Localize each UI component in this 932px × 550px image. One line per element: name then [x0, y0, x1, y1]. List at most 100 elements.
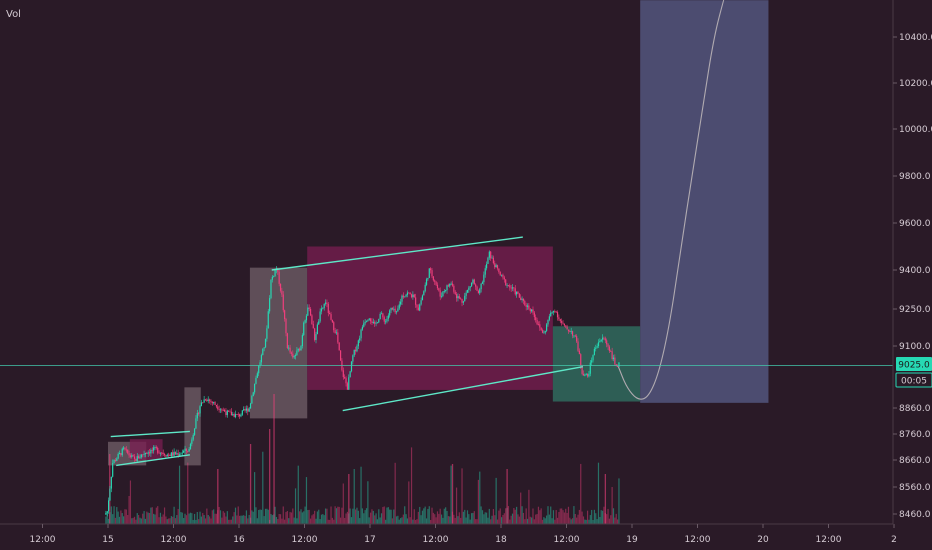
candle-body [260, 355, 263, 363]
volume-bar [430, 519, 432, 524]
volume-bar [210, 518, 212, 524]
volume-bar [513, 508, 515, 524]
volume-bar [222, 511, 224, 524]
volume-bar [544, 518, 546, 524]
candle-body [443, 290, 445, 292]
candle-body [528, 305, 530, 309]
candle-body [450, 283, 452, 285]
price-axis[interactable]: 8460.0 8560.0 8660.0 8760.0 8860.0 9100.0 9250… [893, 33, 932, 520]
candle-body [258, 365, 260, 374]
volume-bar [468, 514, 470, 524]
candle-body [391, 307, 394, 310]
volume-bar [240, 515, 242, 524]
volume-bar [427, 508, 429, 524]
candle-body [281, 290, 283, 295]
volume-bar [490, 519, 492, 524]
volume-bar [503, 513, 505, 524]
volume-bar [233, 512, 235, 524]
candle-body [364, 321, 366, 324]
candle-body [372, 322, 374, 323]
candle-body [382, 313, 384, 318]
candle-body [494, 263, 496, 268]
candle-body [570, 331, 572, 332]
candle-body [116, 458, 118, 461]
volume-bar [187, 462, 189, 524]
volume-bar [322, 514, 324, 524]
volume-bar [421, 510, 424, 524]
volume-bar [113, 506, 115, 524]
time-axis-label: 12:00 [423, 535, 449, 545]
volume-bar [458, 512, 460, 524]
candle-body [506, 285, 508, 286]
volume-bar [148, 513, 151, 524]
volume-bar [106, 511, 108, 524]
candle-body [529, 308, 531, 312]
volume-bar [531, 517, 533, 524]
candle-body [359, 338, 361, 341]
volume-bar [558, 512, 560, 524]
time-axis[interactable]: 12:00 15 12:00 16 12:00 17 12:00 18 12:00 19 12:00… [30, 524, 897, 545]
candle-body [162, 452, 164, 454]
volume-bar [539, 510, 541, 524]
time-axis-label: 12:00 [30, 535, 56, 545]
time-axis-label: 17 [364, 535, 375, 545]
volume-bar [379, 517, 381, 524]
volume-bar [303, 511, 305, 524]
volume-bar [438, 513, 440, 524]
volume-bar [432, 512, 434, 524]
volume-bars [105, 394, 620, 524]
candle-body [501, 274, 503, 276]
volume-bar [378, 509, 380, 524]
volume-bar [505, 508, 507, 524]
candle-body [531, 309, 533, 312]
candle-body [279, 283, 282, 291]
candle-body [305, 315, 308, 321]
candle-body [383, 317, 385, 322]
volume-bar [389, 509, 391, 524]
candle-body [259, 362, 261, 366]
candle-body [208, 399, 211, 401]
candle-body [243, 409, 245, 411]
volume-bar [305, 477, 308, 524]
candle-body [440, 295, 443, 297]
candle-body [237, 414, 239, 416]
volume-bar [460, 517, 462, 524]
volume-bar [198, 519, 200, 524]
volume-bar [599, 516, 601, 524]
time-axis-label: 20 [757, 535, 769, 545]
candle-body [232, 414, 234, 416]
volume-bar [307, 510, 309, 524]
volume-bar [577, 514, 579, 524]
volume-bar [226, 511, 228, 524]
candle-body [204, 399, 207, 401]
candle-body [485, 263, 488, 269]
volume-bar [402, 514, 404, 524]
volume-bar [133, 516, 136, 524]
volume-bar [218, 506, 220, 524]
candle-body [435, 281, 437, 285]
candle-body [124, 447, 126, 450]
price-axis-label: 10000.0 [899, 125, 932, 135]
volume-bar [251, 510, 253, 524]
candle-body [554, 311, 556, 312]
volume-bar [199, 511, 201, 524]
candle-body [333, 322, 335, 331]
volume-bar [498, 510, 500, 524]
volume-bar [479, 471, 481, 524]
candle-body [378, 319, 380, 323]
candle-body [319, 311, 321, 322]
candle-body [466, 289, 469, 293]
volume-bar [616, 519, 619, 524]
candle-body [537, 324, 540, 326]
volume-bar [123, 516, 125, 524]
volume-bar [166, 519, 168, 524]
volume-bar [254, 472, 256, 524]
candle-body [330, 314, 332, 320]
volume-bar [282, 506, 284, 524]
volume-bar [511, 513, 514, 524]
volume-bar [153, 513, 155, 524]
volume-bar [391, 518, 394, 524]
volume-bar [273, 394, 275, 524]
candle-body [286, 333, 288, 348]
